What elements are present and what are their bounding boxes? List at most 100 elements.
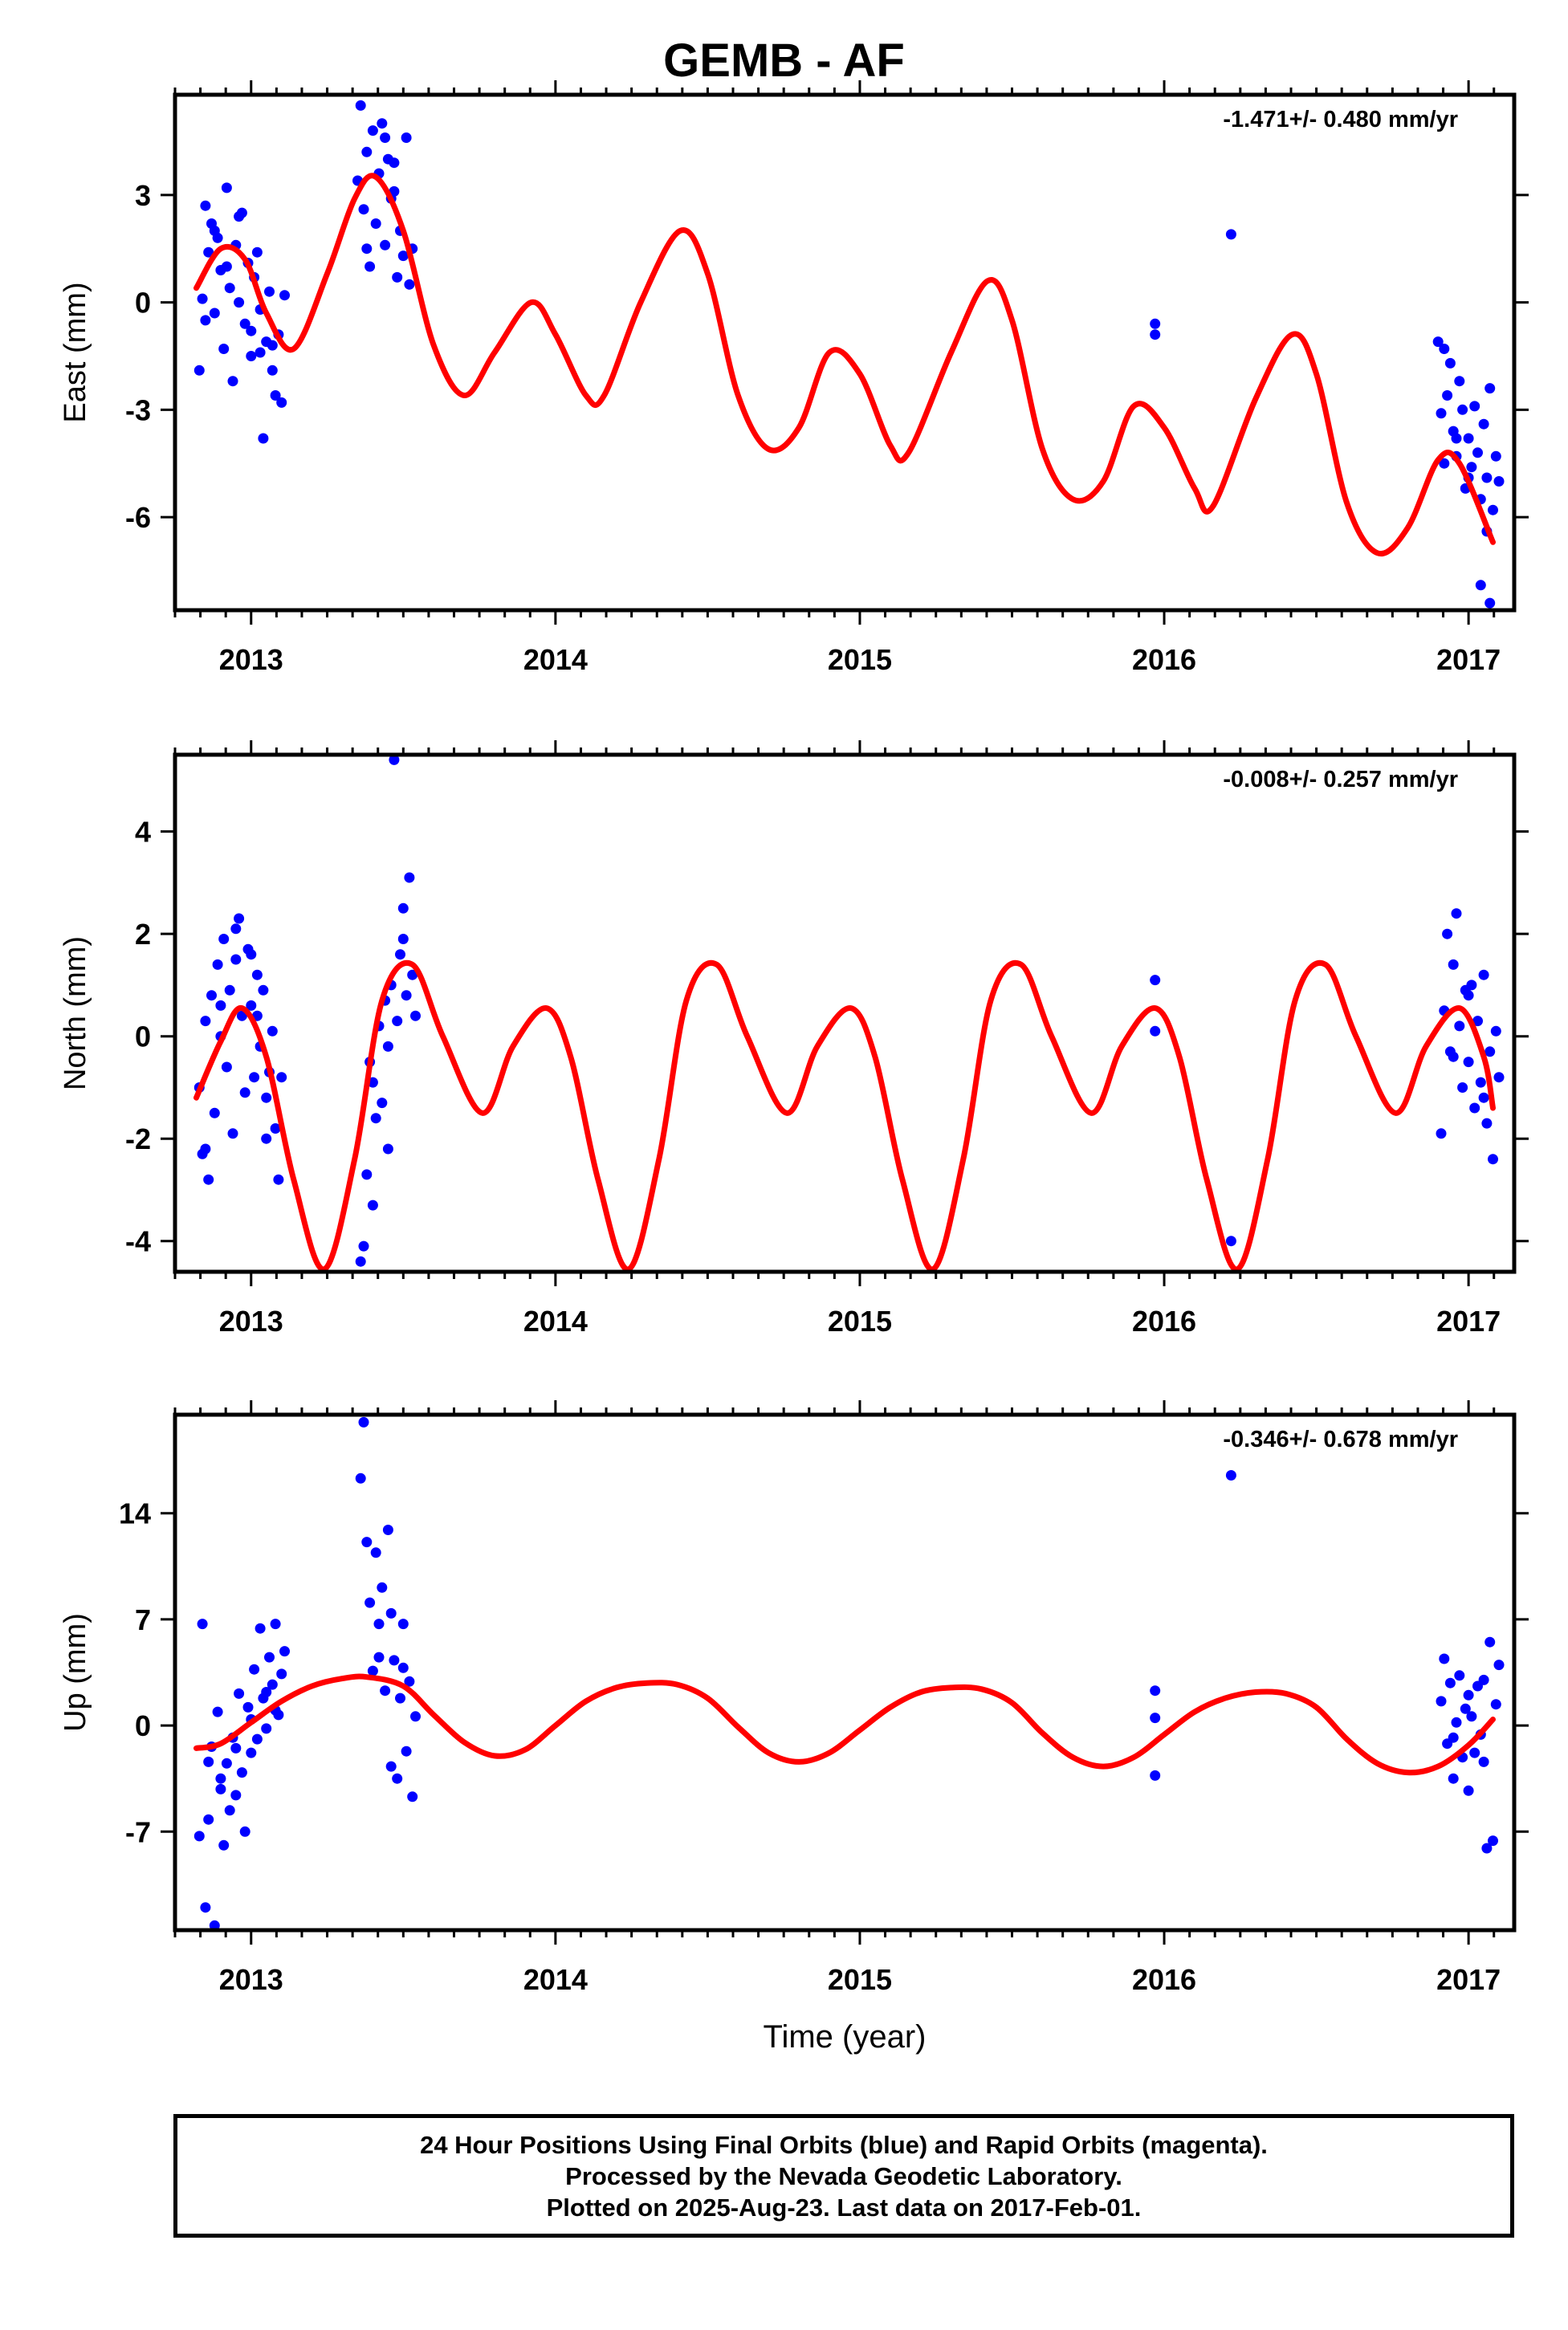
y-axis-label: North (mm) (59, 936, 92, 1090)
x-tick-label: 2017 (1436, 1305, 1501, 1338)
data-point (224, 984, 235, 996)
rate-annotation: -0.008+/- 0.257 mm/yr (1223, 767, 1458, 792)
data-point (234, 211, 245, 222)
x-tick-label: 2013 (219, 1963, 283, 1996)
y-tick-label: 3 (135, 179, 151, 212)
data-point (380, 1685, 391, 1697)
data-point (246, 1000, 257, 1011)
data-point (358, 1416, 369, 1428)
data-point (215, 1000, 226, 1011)
data-point (389, 1655, 400, 1666)
plot-frame (173, 92, 1517, 613)
data-point (261, 1092, 272, 1103)
data-point (239, 318, 250, 329)
data-point (249, 1664, 260, 1675)
y-tick-label: -7 (125, 1815, 151, 1848)
x-tick-label: 2014 (523, 1305, 588, 1338)
data-point (1469, 1747, 1480, 1758)
data-point (1485, 383, 1496, 394)
data-point (1457, 404, 1468, 415)
data-point (227, 376, 238, 387)
data-point (410, 1010, 421, 1021)
data-point (212, 1706, 223, 1717)
data-point (1463, 1057, 1474, 1068)
data-point (404, 872, 415, 883)
north-panel: 2013 2014 2015 2016 2017 4 2 0 -2 -4 North (mm) -0.… (59, 740, 1529, 1338)
data-point (404, 279, 415, 290)
data-point (200, 1902, 211, 1913)
data-point (1454, 1020, 1465, 1032)
data-point (215, 1783, 226, 1794)
data-point (410, 1711, 421, 1722)
data-point (1448, 1773, 1459, 1784)
data-point (224, 283, 235, 294)
data-point (404, 1676, 415, 1687)
data-point (224, 1805, 235, 1816)
data-point (1493, 1072, 1505, 1083)
data-point (367, 125, 378, 136)
data-point (221, 1061, 232, 1073)
data-point (380, 132, 391, 143)
data-point (1150, 1685, 1161, 1697)
data-point (1493, 1660, 1505, 1671)
data-point (276, 1668, 287, 1680)
data-point (1481, 1843, 1493, 1854)
data-point (270, 1123, 281, 1134)
data-point (258, 984, 269, 996)
data-point (1442, 928, 1453, 939)
data-point (380, 239, 391, 251)
rate-annotation: -1.471+/- 0.480 mm/yr (1223, 107, 1458, 132)
data-point (206, 990, 217, 1001)
data-point (1451, 433, 1462, 444)
data-point (1490, 1699, 1501, 1710)
data-point (407, 969, 418, 980)
x-tick-label: 2016 (1132, 643, 1196, 676)
data-point (1485, 1046, 1496, 1057)
data-point (1488, 504, 1498, 515)
data-point (1472, 1016, 1483, 1027)
data-point (251, 969, 263, 980)
data-point (385, 1607, 397, 1619)
data-point (1442, 390, 1453, 401)
data-point (203, 1756, 214, 1767)
data-point (251, 246, 263, 258)
data-point (1488, 1154, 1498, 1165)
data-point (1439, 1653, 1450, 1664)
data-point (367, 1665, 378, 1676)
data-point (215, 1773, 226, 1784)
chart-title: GEMB - AF (663, 35, 905, 87)
x-tick-label: 2015 (828, 1963, 892, 1996)
data-point (1475, 1077, 1486, 1088)
data-point (1448, 959, 1459, 970)
data-point (385, 1761, 397, 1772)
x-tick-label: 2017 (1436, 1963, 1501, 1996)
data-point (197, 1619, 208, 1630)
data-point (1444, 357, 1456, 369)
data-point (1485, 597, 1496, 609)
data-point (1150, 329, 1161, 340)
y-tick-label: 14 (119, 1497, 151, 1530)
data-point (234, 913, 245, 924)
data-point (261, 1723, 272, 1734)
data-point (267, 1025, 278, 1037)
data-point (218, 344, 230, 354)
data-point (382, 1041, 393, 1052)
data-point (389, 185, 400, 197)
data-point (392, 1016, 403, 1027)
y-tick-label: -6 (125, 501, 151, 534)
data-point (200, 200, 211, 211)
data-point (1463, 1689, 1474, 1701)
data-point (1466, 980, 1477, 991)
data-point (392, 1773, 403, 1784)
data-point (273, 1174, 284, 1185)
data-point (1225, 229, 1236, 240)
data-point (1439, 344, 1450, 354)
x-tick-label: 2013 (219, 643, 283, 676)
data-point (392, 271, 403, 283)
data-point (251, 1010, 263, 1021)
data-point (267, 1679, 278, 1690)
data-point (261, 1133, 272, 1144)
data-point (389, 157, 400, 169)
footer-notes-box: 24 Hour Positions Using Final Orbits (bl… (173, 2114, 1514, 2238)
